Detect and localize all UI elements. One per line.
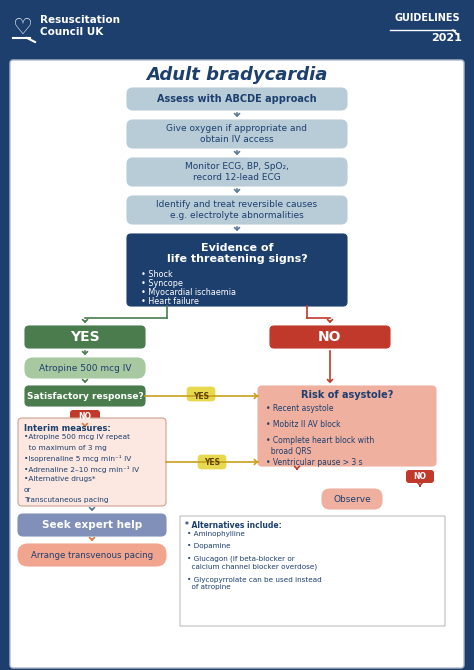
- Text: • Heart failure: • Heart failure: [141, 297, 199, 306]
- Text: Seek expert help: Seek expert help: [42, 520, 142, 530]
- FancyBboxPatch shape: [127, 120, 347, 148]
- FancyBboxPatch shape: [198, 455, 226, 469]
- FancyBboxPatch shape: [127, 158, 347, 186]
- Text: •Isoprenaline 5 mcg min⁻¹ IV: •Isoprenaline 5 mcg min⁻¹ IV: [24, 455, 131, 462]
- Text: Give oxygen if appropriate and
obtain IV access: Give oxygen if appropriate and obtain IV…: [166, 124, 308, 144]
- Text: • Myocardial ischaemia: • Myocardial ischaemia: [141, 288, 236, 297]
- Text: Arrange transvenous pacing: Arrange transvenous pacing: [31, 551, 153, 559]
- Text: • Dopamine: • Dopamine: [187, 543, 231, 549]
- Text: • Aminophylline: • Aminophylline: [187, 531, 245, 537]
- Text: ♡: ♡: [13, 18, 33, 38]
- Text: NO: NO: [79, 412, 91, 421]
- Text: NO: NO: [318, 330, 342, 344]
- FancyBboxPatch shape: [187, 387, 215, 401]
- Text: 2021: 2021: [431, 33, 462, 43]
- Text: • Glucagon (if beta-blocker or
  calcium channel blocker overdose): • Glucagon (if beta-blocker or calcium c…: [187, 555, 317, 570]
- Text: YES: YES: [70, 330, 100, 344]
- FancyBboxPatch shape: [10, 60, 464, 668]
- Text: GUIDELINES: GUIDELINES: [394, 13, 460, 23]
- Text: • Shock: • Shock: [141, 270, 173, 279]
- Text: life threatening signs?: life threatening signs?: [167, 254, 307, 264]
- Text: YES: YES: [204, 458, 220, 466]
- FancyBboxPatch shape: [25, 326, 145, 348]
- Text: Council UK: Council UK: [40, 27, 103, 37]
- Text: Transcutaneous pacing: Transcutaneous pacing: [24, 497, 109, 503]
- Text: Observe: Observe: [333, 494, 371, 503]
- FancyBboxPatch shape: [18, 418, 166, 506]
- Text: •Atropine 500 mcg IV repeat: •Atropine 500 mcg IV repeat: [24, 434, 130, 440]
- Text: to maximum of 3 mg: to maximum of 3 mg: [24, 444, 107, 450]
- FancyBboxPatch shape: [180, 516, 445, 626]
- Text: Satisfactory response?: Satisfactory response?: [27, 391, 143, 401]
- FancyBboxPatch shape: [0, 0, 474, 55]
- Text: Identify and treat reversible causes
e.g. electrolyte abnormalities: Identify and treat reversible causes e.g…: [156, 200, 318, 220]
- Text: NO: NO: [413, 472, 427, 481]
- FancyBboxPatch shape: [18, 514, 166, 536]
- Text: Adult bradycardia: Adult bradycardia: [146, 66, 328, 84]
- FancyBboxPatch shape: [25, 358, 145, 378]
- Text: • Complete heart block with
  broad QRS: • Complete heart block with broad QRS: [266, 436, 374, 456]
- Text: Assess with ABCDE approach: Assess with ABCDE approach: [157, 94, 317, 104]
- Text: • Ventricular pause > 3 s: • Ventricular pause > 3 s: [266, 458, 363, 467]
- Text: Monitor ECG, BP, SpO₂,
record 12-lead ECG: Monitor ECG, BP, SpO₂, record 12-lead EC…: [185, 162, 289, 182]
- Text: Risk of asystole?: Risk of asystole?: [301, 390, 393, 400]
- FancyBboxPatch shape: [270, 326, 390, 348]
- FancyBboxPatch shape: [127, 196, 347, 224]
- FancyBboxPatch shape: [127, 88, 347, 110]
- Text: •Adrenaline 2–10 mcg min⁻¹ IV: •Adrenaline 2–10 mcg min⁻¹ IV: [24, 466, 139, 472]
- FancyBboxPatch shape: [70, 410, 100, 423]
- Text: • Mobitz II AV block: • Mobitz II AV block: [266, 420, 340, 429]
- FancyBboxPatch shape: [406, 470, 434, 483]
- Text: Atropine 500 mcg IV: Atropine 500 mcg IV: [39, 364, 131, 373]
- FancyBboxPatch shape: [18, 544, 166, 566]
- Text: • Glycopyrrolate can be used instead
  of atropine: • Glycopyrrolate can be used instead of …: [187, 577, 322, 590]
- Text: Evidence of: Evidence of: [201, 243, 273, 253]
- Text: * Alternatives include:: * Alternatives include:: [185, 521, 282, 530]
- Text: •Alternative drugs*: •Alternative drugs*: [24, 476, 95, 482]
- FancyBboxPatch shape: [322, 489, 382, 509]
- Text: or: or: [24, 486, 31, 492]
- FancyBboxPatch shape: [127, 234, 347, 306]
- Text: YES: YES: [193, 391, 209, 401]
- Text: • Syncope: • Syncope: [141, 279, 183, 288]
- Text: • Recent asystole: • Recent asystole: [266, 404, 334, 413]
- FancyBboxPatch shape: [258, 386, 436, 466]
- Text: Resuscitation: Resuscitation: [40, 15, 120, 25]
- FancyBboxPatch shape: [25, 386, 145, 406]
- Text: Interim measures:: Interim measures:: [24, 424, 111, 433]
